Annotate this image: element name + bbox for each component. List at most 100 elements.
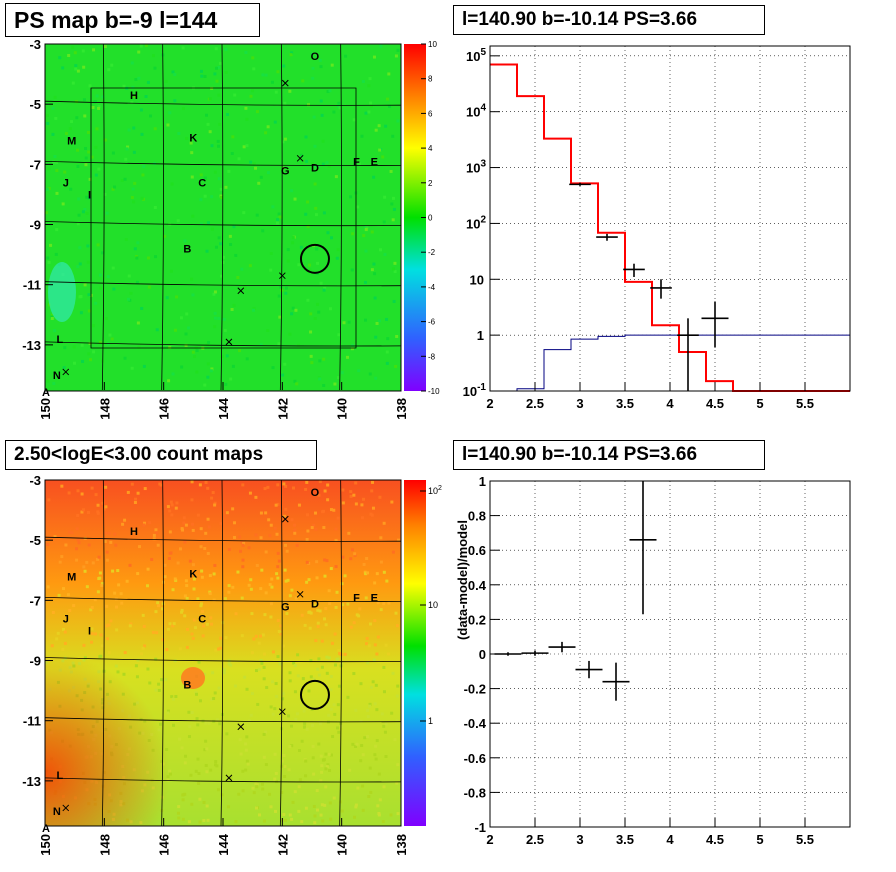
texture-pixel [364, 228, 368, 232]
source-label: L [56, 334, 63, 346]
texture-pixel [295, 382, 299, 386]
texture-pixel [97, 167, 101, 171]
texture-pixel [112, 287, 116, 291]
colorbar-tick-label: 6 [428, 109, 433, 118]
texture-pixel [108, 333, 112, 337]
texture-pixel [49, 243, 53, 247]
source-label: B [183, 680, 191, 692]
texture-pixel [47, 167, 51, 171]
source-label: J [63, 613, 69, 625]
texture-pixel [364, 249, 368, 253]
texture-pixel [277, 212, 281, 216]
texture-pixel [210, 227, 214, 231]
texture-pixel [322, 288, 326, 292]
texture-pixel [369, 101, 373, 105]
texture-pixel [136, 241, 140, 245]
texture-pixel [209, 369, 213, 373]
texture-pixel [95, 94, 99, 98]
texture-pixel [370, 268, 374, 272]
texture-pixel [84, 146, 88, 150]
x-tick-label: 3.5 [616, 396, 634, 411]
texture-pixel [47, 186, 51, 190]
y-tick-label: -7 [29, 593, 41, 608]
x-tick-label: 146 [157, 398, 172, 420]
texture-pixel [315, 247, 319, 251]
texture-pixel [208, 97, 212, 101]
texture-pixel [310, 361, 314, 365]
count-map-title: 2.50<logE<3.00 count maps [5, 440, 317, 470]
texture-pixel [139, 108, 143, 112]
spectrum-data-points [569, 182, 729, 391]
source-label: F [353, 592, 360, 604]
texture-pixel [136, 321, 140, 325]
texture-pixel [378, 148, 382, 152]
background-step-line [490, 334, 850, 392]
texture-pixel [243, 286, 247, 290]
y-tick-label: 1 [477, 328, 484, 343]
grid-meridian [220, 43, 224, 391]
count-selected-source-circle [299, 679, 330, 710]
texture-pixel [154, 255, 158, 259]
texture-pixel [181, 46, 185, 50]
texture-pixel [127, 128, 131, 132]
texture-pixel [98, 273, 102, 277]
texture-pixel [144, 44, 148, 48]
residual-data-points [494, 481, 657, 701]
texture-pixel [244, 51, 248, 55]
texture-pixel [205, 343, 209, 347]
y-tick-label: 0.6 [468, 543, 486, 558]
source-cross [278, 272, 286, 280]
texture-pixel [385, 97, 389, 101]
grid-parallel [44, 596, 402, 602]
texture-pixel [362, 234, 366, 238]
texture-pixel [86, 130, 90, 134]
texture-pixel [276, 218, 280, 222]
texture-pixel [278, 215, 282, 219]
texture-pixel [88, 341, 92, 345]
texture-pixel [350, 268, 354, 272]
texture-pixel [225, 354, 229, 358]
texture-pixel [255, 213, 259, 217]
texture-pixel [69, 187, 73, 191]
texture-pixel [224, 70, 228, 74]
y-tick-label: -0.8 [464, 785, 486, 800]
source-label: E [371, 156, 378, 168]
ps-source-labels: O H K M F E G D J C I B L N [53, 51, 378, 382]
source-label: D [311, 598, 319, 610]
texture-pixel [252, 162, 256, 166]
texture-pixel [203, 383, 207, 387]
texture-pixel [203, 194, 207, 198]
texture-pixel [286, 248, 290, 252]
texture-pixel [207, 340, 211, 344]
residual-x-ticks: 2 2.5 3 3.5 4 4.5 5 5.5 [486, 818, 814, 847]
texture-pixel [306, 224, 310, 228]
texture-pixel [125, 147, 129, 151]
x-tick-label: 140 [335, 398, 350, 420]
texture-pixel [50, 316, 54, 320]
texture-pixel [309, 354, 313, 358]
texture-pixel [106, 275, 110, 279]
ps-colorbar [404, 44, 426, 391]
texture-pixel [98, 340, 102, 344]
texture-pixel [216, 65, 220, 69]
residual-title: l=140.90 b=-10.14 PS=3.66 [453, 440, 765, 470]
data-point [569, 182, 591, 186]
texture-pixel [385, 350, 389, 354]
texture-pixel [51, 160, 55, 164]
texture-pixel [286, 259, 290, 263]
y-tick-label: -9 [29, 654, 41, 669]
source-label: N [53, 370, 61, 382]
texture-pixel [391, 134, 395, 138]
texture-pixel [85, 195, 89, 199]
texture-pixel [230, 307, 234, 311]
texture-pixel [131, 85, 135, 89]
texture-pixel [374, 335, 378, 339]
texture-pixel [377, 319, 381, 323]
y-tick-label: 102 [466, 214, 486, 231]
colorbar-tick-label: 0 [428, 214, 433, 223]
texture-pixel [310, 52, 314, 56]
selected-source-circle [299, 243, 330, 274]
spectrum-title: l=140.90 b=-10.14 PS=3.66 [453, 5, 765, 35]
texture-pixel [281, 166, 285, 170]
